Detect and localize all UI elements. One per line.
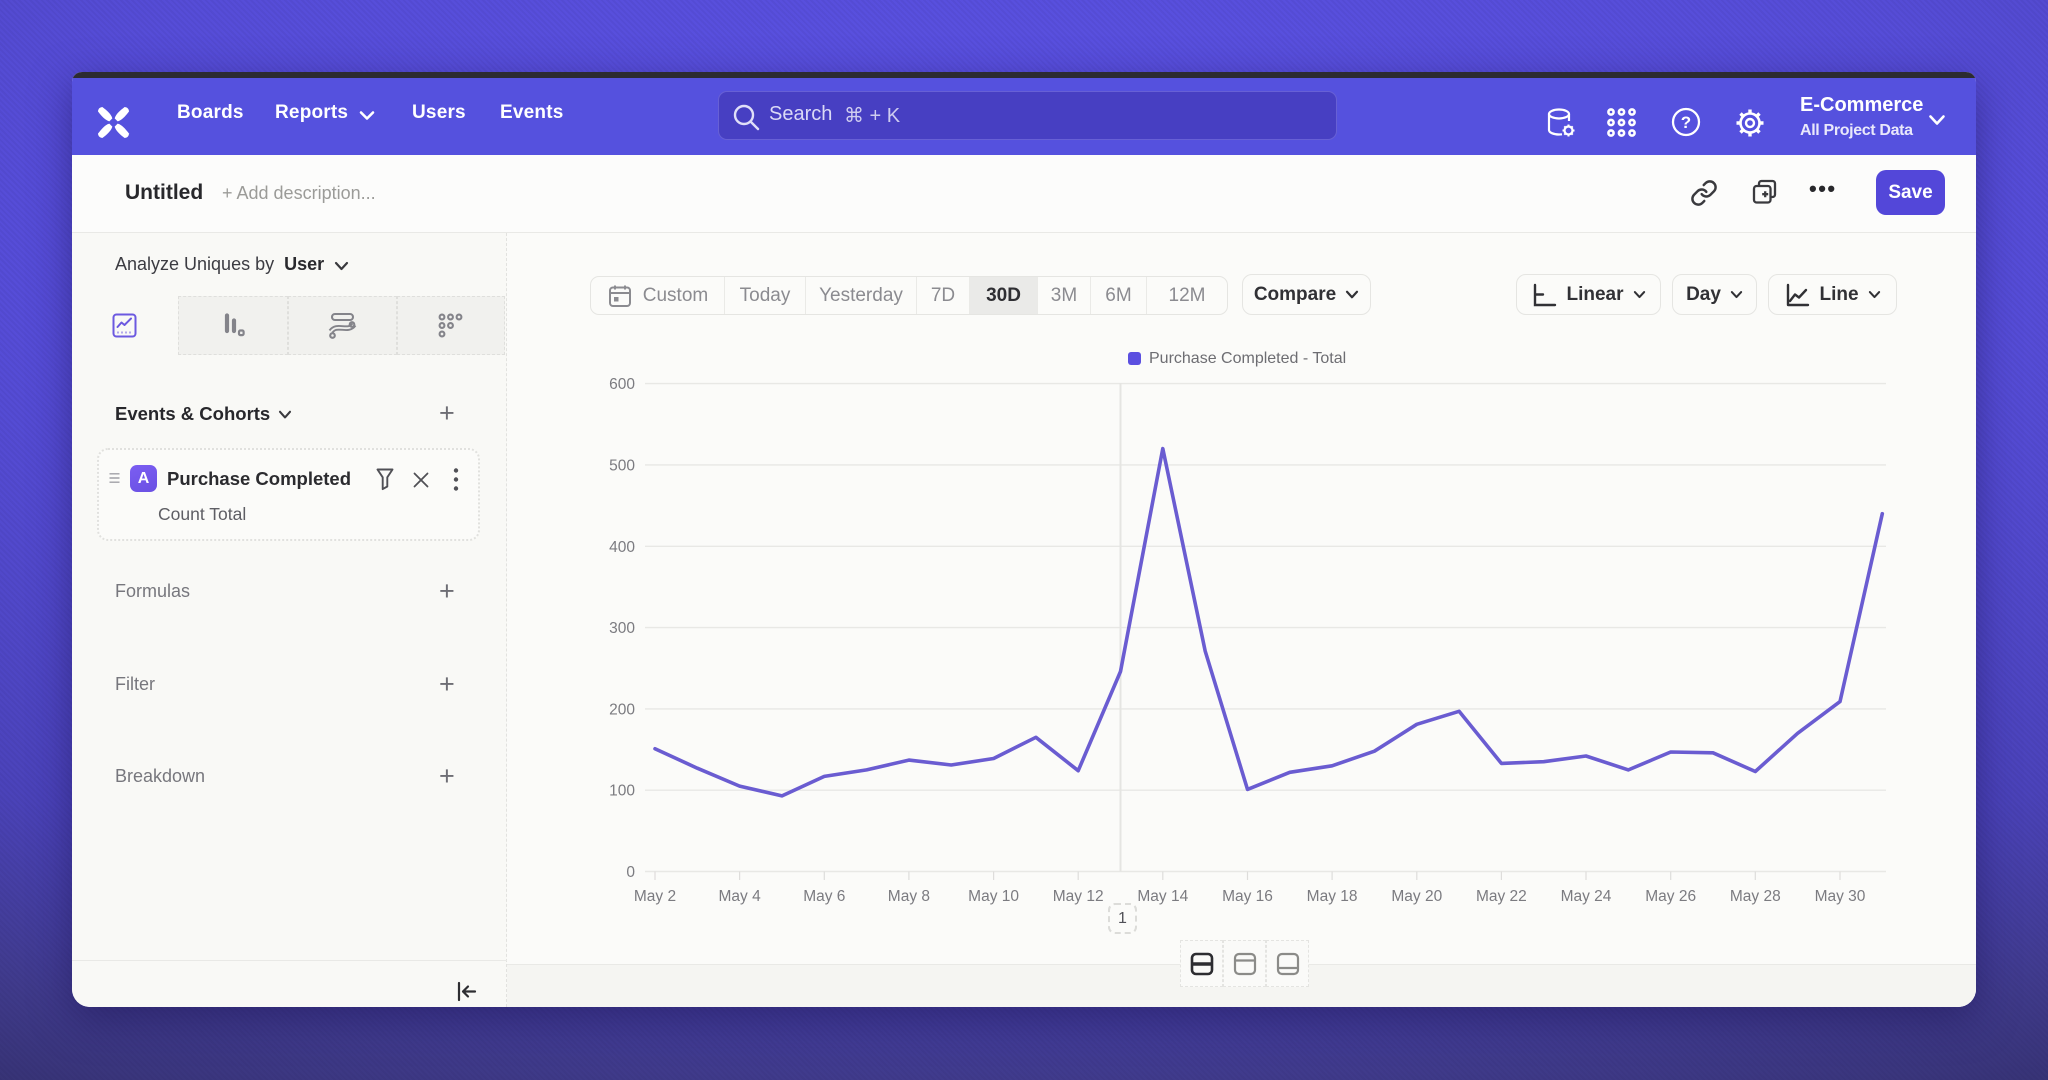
svg-text:May 10: May 10 [968, 888, 1019, 905]
svg-text:May 24: May 24 [1561, 888, 1612, 905]
svg-text:May 30: May 30 [1815, 888, 1866, 905]
svg-text:100: 100 [609, 783, 635, 800]
svg-text:200: 200 [609, 701, 635, 718]
svg-text:May 14: May 14 [1137, 888, 1188, 905]
svg-text:May 18: May 18 [1307, 888, 1358, 905]
svg-text:May 16: May 16 [1222, 888, 1273, 905]
svg-text:May 26: May 26 [1645, 888, 1696, 905]
svg-text:400: 400 [609, 539, 635, 556]
svg-text:May 22: May 22 [1476, 888, 1527, 905]
svg-text:600: 600 [609, 376, 635, 393]
svg-text:300: 300 [609, 620, 635, 637]
svg-text:May 4: May 4 [718, 888, 761, 905]
svg-text:May 8: May 8 [888, 888, 930, 905]
svg-text:May 20: May 20 [1391, 888, 1442, 905]
svg-text:0: 0 [626, 864, 635, 881]
svg-text:May 12: May 12 [1053, 888, 1104, 905]
svg-text:May 6: May 6 [803, 888, 845, 905]
svg-text:May 2: May 2 [634, 888, 676, 905]
svg-text:?: ? [1681, 113, 1691, 132]
svg-text:May 28: May 28 [1730, 888, 1781, 905]
svg-text:500: 500 [609, 457, 635, 474]
